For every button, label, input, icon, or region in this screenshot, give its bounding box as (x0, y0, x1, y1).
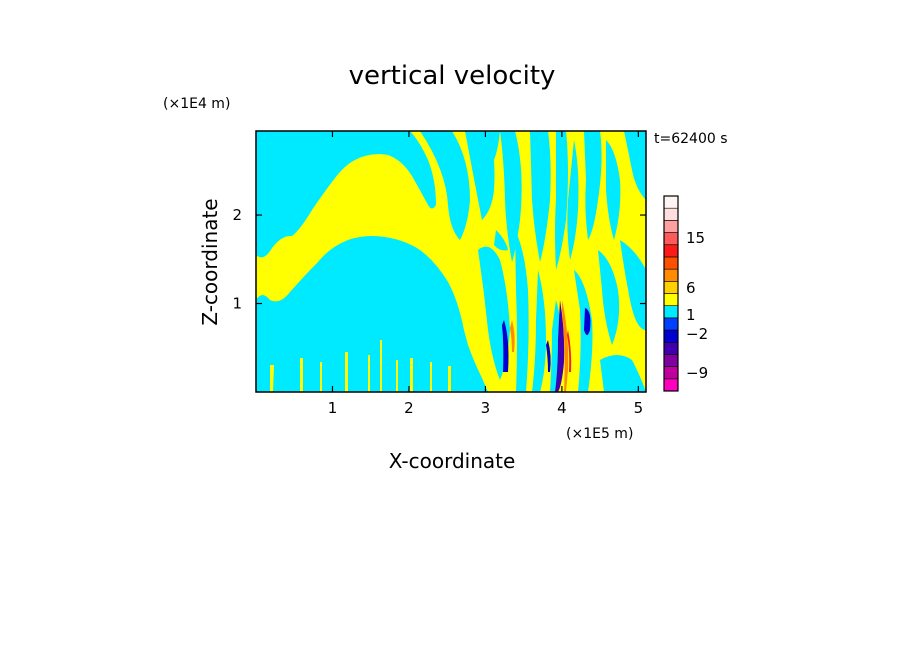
field-streak (478, 246, 510, 380)
colorbar-segment (663, 329, 679, 343)
field-core-downdraft (555, 300, 565, 392)
field-streak (494, 230, 508, 251)
field-fleck (345, 352, 348, 392)
field-streak (574, 270, 593, 392)
colorbar-segment (663, 256, 679, 270)
y-axis: 12 (232, 206, 646, 313)
x-tick-label: 2 (404, 399, 414, 417)
colorbar-segment (663, 293, 679, 306)
field-region-lower-downdraft (256, 236, 488, 392)
colorbar-segment (663, 195, 679, 209)
x-tick-label: 5 (634, 399, 644, 417)
colorbar-segment (663, 220, 679, 233)
field-core-updraft (567, 330, 572, 372)
field-core-updraft (510, 320, 515, 352)
field-streak (555, 131, 568, 270)
y-tick-label: 1 (232, 295, 242, 313)
field-streak (532, 270, 546, 392)
field-fleck (430, 362, 432, 392)
colorbar-tick-label: 1 (686, 306, 696, 324)
colorbar-frame (663, 195, 679, 392)
field-streak (598, 250, 620, 345)
velocity-field (256, 131, 646, 392)
y-axis-label: Z-coordinate (198, 198, 222, 325)
field-fleck (368, 355, 370, 392)
colorbar-segment (663, 281, 679, 294)
field-fleck (448, 366, 451, 392)
field-streak (567, 140, 579, 260)
y-tick-label: 2 (232, 206, 242, 224)
field-fleck (396, 360, 398, 392)
colorbar-tick-label: 15 (686, 229, 705, 247)
field-streak (256, 300, 270, 326)
field-core-downdraft (546, 340, 551, 372)
field-fleck (270, 365, 274, 392)
x-axis: 1 2 3 4 5 (328, 131, 643, 417)
field-streak (290, 131, 327, 187)
plot-frame (255, 130, 647, 393)
colorbar-segment (663, 354, 679, 367)
colorbar-segment (663, 378, 679, 392)
colorbar: 15 6 1−2 −9 (663, 195, 708, 392)
field-streak (500, 131, 522, 262)
x-tick-label: 4 (557, 399, 567, 417)
field-streak (420, 131, 470, 240)
field-streak (584, 131, 602, 240)
field-core-downdraft (502, 320, 509, 372)
colorbar-tick-label: −2 (686, 325, 708, 343)
colorbar-segment (663, 305, 679, 319)
field-streak (490, 131, 500, 160)
x-scale-label: (×1E5 m) (566, 426, 633, 442)
field-core-downdraft (584, 308, 591, 335)
colorbar-segment (663, 366, 679, 380)
colorbar-segment (663, 207, 679, 221)
colorbar-segment (663, 268, 679, 282)
field-streak (620, 240, 646, 330)
field-streak (624, 131, 646, 200)
field-fleck (380, 340, 382, 392)
time-label: t=62400 s (654, 131, 728, 147)
x-tick-label: 1 (328, 399, 338, 417)
field-streak (530, 131, 551, 262)
colorbar-segment (663, 317, 679, 331)
field-fleck (320, 362, 322, 392)
colorbar-segment (663, 232, 679, 246)
field-fleck (300, 358, 303, 392)
x-axis-label: X-coordinate (389, 449, 516, 473)
field-streak (606, 140, 621, 240)
colorbar-segment (663, 341, 679, 355)
colorbar-tick-label: −9 (686, 364, 708, 382)
colorbar-segment (663, 244, 679, 258)
y-scale-label: (×1E4 m) (163, 96, 230, 112)
field-streak (600, 355, 646, 392)
colorbar-tick-label: 6 (686, 279, 696, 297)
chart-title: vertical velocity (349, 61, 556, 91)
field-fleck (410, 358, 413, 392)
field-streak (256, 171, 285, 205)
field-core-updraft (562, 300, 569, 392)
field-streak (515, 230, 529, 392)
field-streak (465, 131, 495, 220)
x-tick-label: 3 (481, 399, 491, 417)
